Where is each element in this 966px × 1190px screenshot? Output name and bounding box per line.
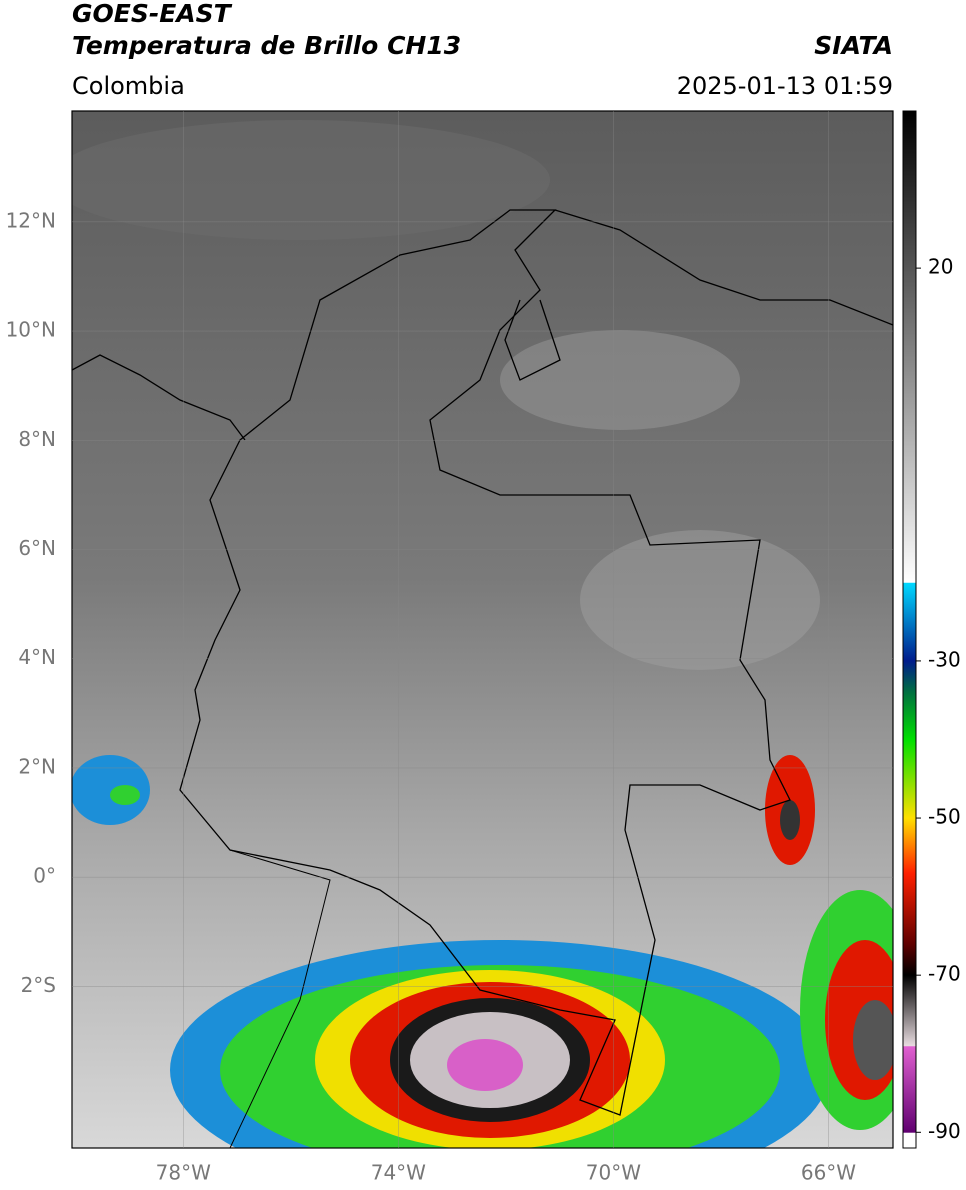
x-tick-label: 70°W — [586, 1161, 641, 1185]
source: SIATA — [814, 31, 893, 60]
y-tick-label: 10°N — [6, 318, 56, 342]
colorbar — [902, 110, 917, 1149]
x-tick-label: 74°W — [371, 1161, 426, 1185]
colorbar-tick-label: 20 — [928, 255, 953, 279]
map-frame — [71, 110, 894, 1149]
colorbar-tick-label: -90 — [928, 1119, 961, 1143]
y-tick-label: 8°N — [18, 427, 56, 451]
y-tick-label: 2°S — [21, 973, 56, 997]
title: GOES-EAST — [72, 0, 233, 28]
x-tick-label: 78°W — [156, 1161, 211, 1185]
subtitle: Temperatura de Brillo CH13 — [72, 31, 461, 60]
colorbar-tick-label: -70 — [928, 962, 961, 986]
datetime: 2025-01-13 01:59 — [677, 72, 893, 100]
satellite-image — [72, 111, 893, 1148]
y-tick-label: 12°N — [6, 208, 56, 232]
colorbar-tick-label: -50 — [928, 805, 961, 829]
y-tick-label: 2°N — [18, 754, 56, 778]
y-tick-label: 4°N — [18, 645, 56, 669]
x-tick-label: 66°W — [801, 1161, 856, 1185]
region: Colombia — [72, 72, 185, 100]
colorbar-tick-label: -30 — [928, 647, 961, 671]
y-tick-label: 6°N — [18, 536, 56, 560]
y-tick-label: 0° — [33, 864, 56, 888]
